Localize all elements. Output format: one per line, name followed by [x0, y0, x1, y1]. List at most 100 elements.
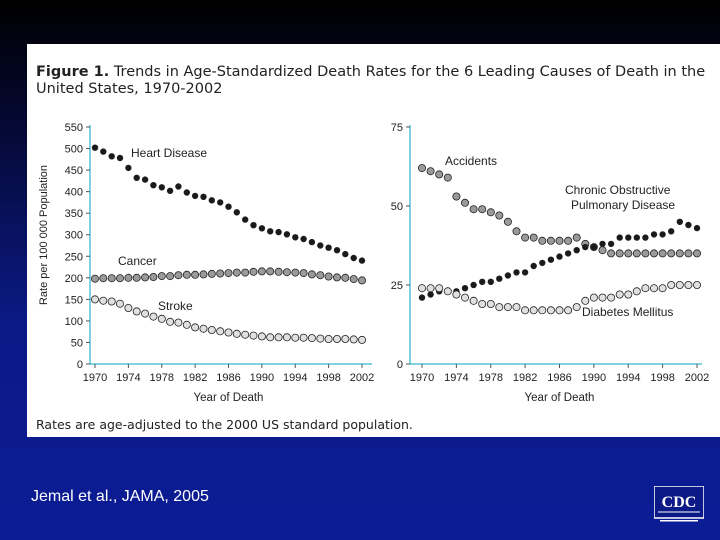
data-point: [435, 284, 444, 293]
x-axis-title: Year of Death: [525, 392, 595, 404]
data-point: [659, 231, 666, 238]
data-point: [358, 257, 366, 264]
data-point: [266, 228, 274, 235]
data-point: [675, 280, 684, 289]
data-point: [300, 235, 307, 243]
data-point: [641, 284, 650, 293]
data-point: [633, 234, 640, 241]
data-point: [479, 278, 486, 285]
data-point: [349, 275, 358, 284]
data-point: [241, 268, 250, 277]
x-tick-label: 1998: [316, 372, 340, 384]
data-point: [461, 284, 469, 292]
figure-title-text: Trends in Age-Standardized Death Rates f…: [36, 64, 706, 97]
data-point: [307, 334, 316, 343]
data-point: [183, 189, 190, 196]
data-point: [282, 268, 291, 277]
data-point: [513, 269, 520, 276]
data-point: [529, 306, 538, 315]
data-point: [487, 278, 494, 285]
y-axis-title: Rate per 100 000 Population: [38, 165, 50, 305]
data-point: [99, 274, 108, 283]
data-point: [607, 249, 616, 258]
data-point: [504, 272, 512, 279]
data-point: [258, 225, 266, 232]
data-point: [158, 184, 165, 191]
data-point: [174, 318, 183, 327]
data-point: [521, 269, 529, 276]
data-point: [486, 208, 495, 217]
data-point: [512, 303, 521, 312]
data-point: [124, 273, 133, 282]
x-tick-label: 1974: [444, 372, 468, 384]
data-point: [141, 176, 149, 183]
data-point: [332, 334, 341, 343]
data-point: [417, 164, 426, 173]
data-point: [132, 307, 141, 316]
data-point: [107, 297, 116, 306]
data-point: [658, 284, 667, 293]
data-point: [333, 246, 341, 254]
data-point: [650, 284, 659, 293]
data-point: [625, 234, 632, 241]
data-point: [299, 333, 308, 342]
data-point: [257, 332, 266, 341]
data-point: [572, 303, 581, 312]
data-point: [460, 198, 469, 207]
x-tick-label: 1994: [283, 372, 307, 384]
y-tick-label: 0: [77, 359, 83, 371]
y-tick-label: 500: [65, 144, 83, 156]
data-point: [426, 167, 435, 176]
x-tick-label: 1970: [83, 372, 107, 384]
data-point: [232, 268, 241, 277]
data-point: [275, 228, 282, 236]
x-tick-label: 1994: [616, 372, 640, 384]
data-point: [316, 271, 325, 280]
x-tick-label: 1998: [650, 372, 674, 384]
x-tick-label: 2002: [350, 372, 374, 384]
data-point: [684, 280, 693, 289]
data-point: [632, 287, 641, 296]
series-label: Stroke: [158, 299, 193, 313]
data-point: [684, 249, 693, 258]
data-point: [124, 303, 133, 312]
data-point: [174, 271, 183, 280]
y-tick-label: 550: [65, 122, 83, 134]
data-point: [478, 205, 487, 214]
data-point: [624, 249, 633, 258]
data-point: [257, 267, 266, 276]
data-point: [200, 193, 207, 200]
data-point: [191, 323, 200, 332]
data-point: [590, 243, 598, 251]
data-point: [224, 328, 233, 337]
y-tick-label: 150: [65, 294, 83, 306]
data-point: [460, 293, 469, 302]
data-point: [417, 284, 426, 293]
data-point: [658, 249, 667, 258]
data-point: [199, 324, 208, 333]
data-point: [207, 269, 216, 278]
data-point: [199, 270, 208, 279]
data-point: [175, 183, 182, 190]
x-tick-label: 1986: [216, 372, 240, 384]
charts-svg: Rate per 100 000 Population0501001502002…: [27, 44, 709, 404]
data-point: [582, 243, 589, 251]
data-point: [667, 249, 676, 258]
data-point: [182, 320, 191, 329]
data-point: [150, 181, 157, 189]
x-tick-label: 1990: [582, 372, 606, 384]
data-point: [241, 216, 249, 223]
data-point: [266, 267, 275, 276]
data-point: [624, 290, 633, 299]
data-point: [249, 267, 258, 276]
data-point: [530, 262, 537, 270]
data-point: [469, 205, 478, 214]
series-label: Pulmonary Disease: [571, 198, 675, 212]
data-point: [357, 276, 366, 285]
data-point: [503, 217, 512, 226]
data-point: [233, 209, 240, 216]
y-tick-label: 300: [65, 230, 83, 242]
data-point: [616, 234, 623, 241]
data-point: [676, 218, 683, 225]
x-tick-label: 1970: [410, 372, 434, 384]
